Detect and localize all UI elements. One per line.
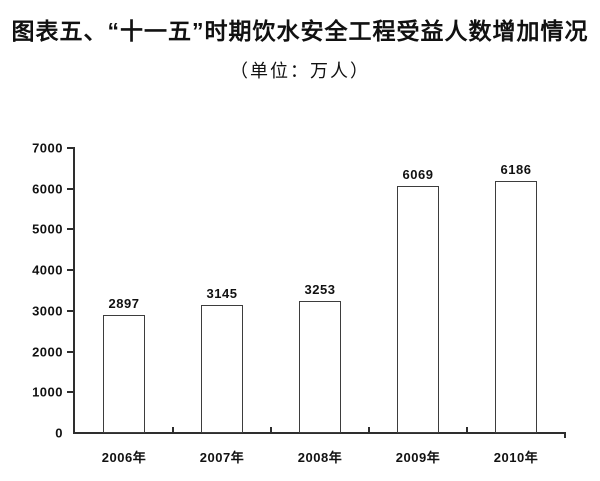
bar bbox=[103, 315, 145, 433]
y-axis-tick bbox=[67, 228, 73, 231]
x-axis bbox=[73, 432, 566, 434]
y-tick-label: 0 bbox=[55, 425, 63, 441]
y-tick-label: 2000 bbox=[32, 344, 63, 360]
y-tick-label: 3000 bbox=[32, 303, 63, 319]
x-axis-boundary-tick bbox=[172, 427, 174, 432]
x-tick-label: 2008年 bbox=[297, 450, 343, 465]
bar bbox=[201, 304, 243, 433]
y-axis-tick bbox=[67, 147, 73, 149]
y-tick-label: 4000 bbox=[32, 262, 63, 278]
x-tick-label: 2010年 bbox=[493, 450, 539, 465]
x-axis-boundary-tick bbox=[466, 427, 468, 432]
bar-value-label: 3253 bbox=[304, 281, 336, 297]
y-axis-tick bbox=[67, 391, 73, 394]
bar-value-label: 6186 bbox=[500, 162, 532, 178]
y-tick-label: 6000 bbox=[32, 181, 63, 197]
x-axis-boundary-tick bbox=[368, 427, 370, 432]
bar-value-label: 3145 bbox=[206, 285, 238, 301]
x-tick-label: 2006年 bbox=[101, 450, 147, 465]
y-axis bbox=[73, 147, 75, 434]
y-axis-tick bbox=[67, 309, 73, 312]
x-axis-boundary-tick bbox=[270, 427, 272, 432]
y-tick-label: 7000 bbox=[32, 140, 63, 156]
bar bbox=[495, 181, 537, 433]
chart-title: 图表五、“十一五”时期饮水安全工程受益人数增加情况 bbox=[11, 18, 589, 44]
bar bbox=[397, 185, 439, 433]
bar bbox=[299, 300, 341, 433]
chart-unit-label: （单位：万人） bbox=[230, 61, 370, 81]
x-axis-end-tick bbox=[564, 433, 566, 438]
y-axis-tick bbox=[67, 187, 73, 190]
y-axis-tick bbox=[67, 350, 73, 353]
bar-value-label: 6069 bbox=[402, 166, 434, 182]
bar-value-label: 2897 bbox=[108, 296, 140, 312]
x-tick-label: 2007年 bbox=[199, 450, 245, 465]
y-tick-label: 5000 bbox=[32, 221, 63, 237]
y-tick-label: 1000 bbox=[32, 384, 63, 400]
x-tick-label: 2009年 bbox=[395, 450, 441, 465]
y-axis-tick bbox=[67, 269, 73, 272]
